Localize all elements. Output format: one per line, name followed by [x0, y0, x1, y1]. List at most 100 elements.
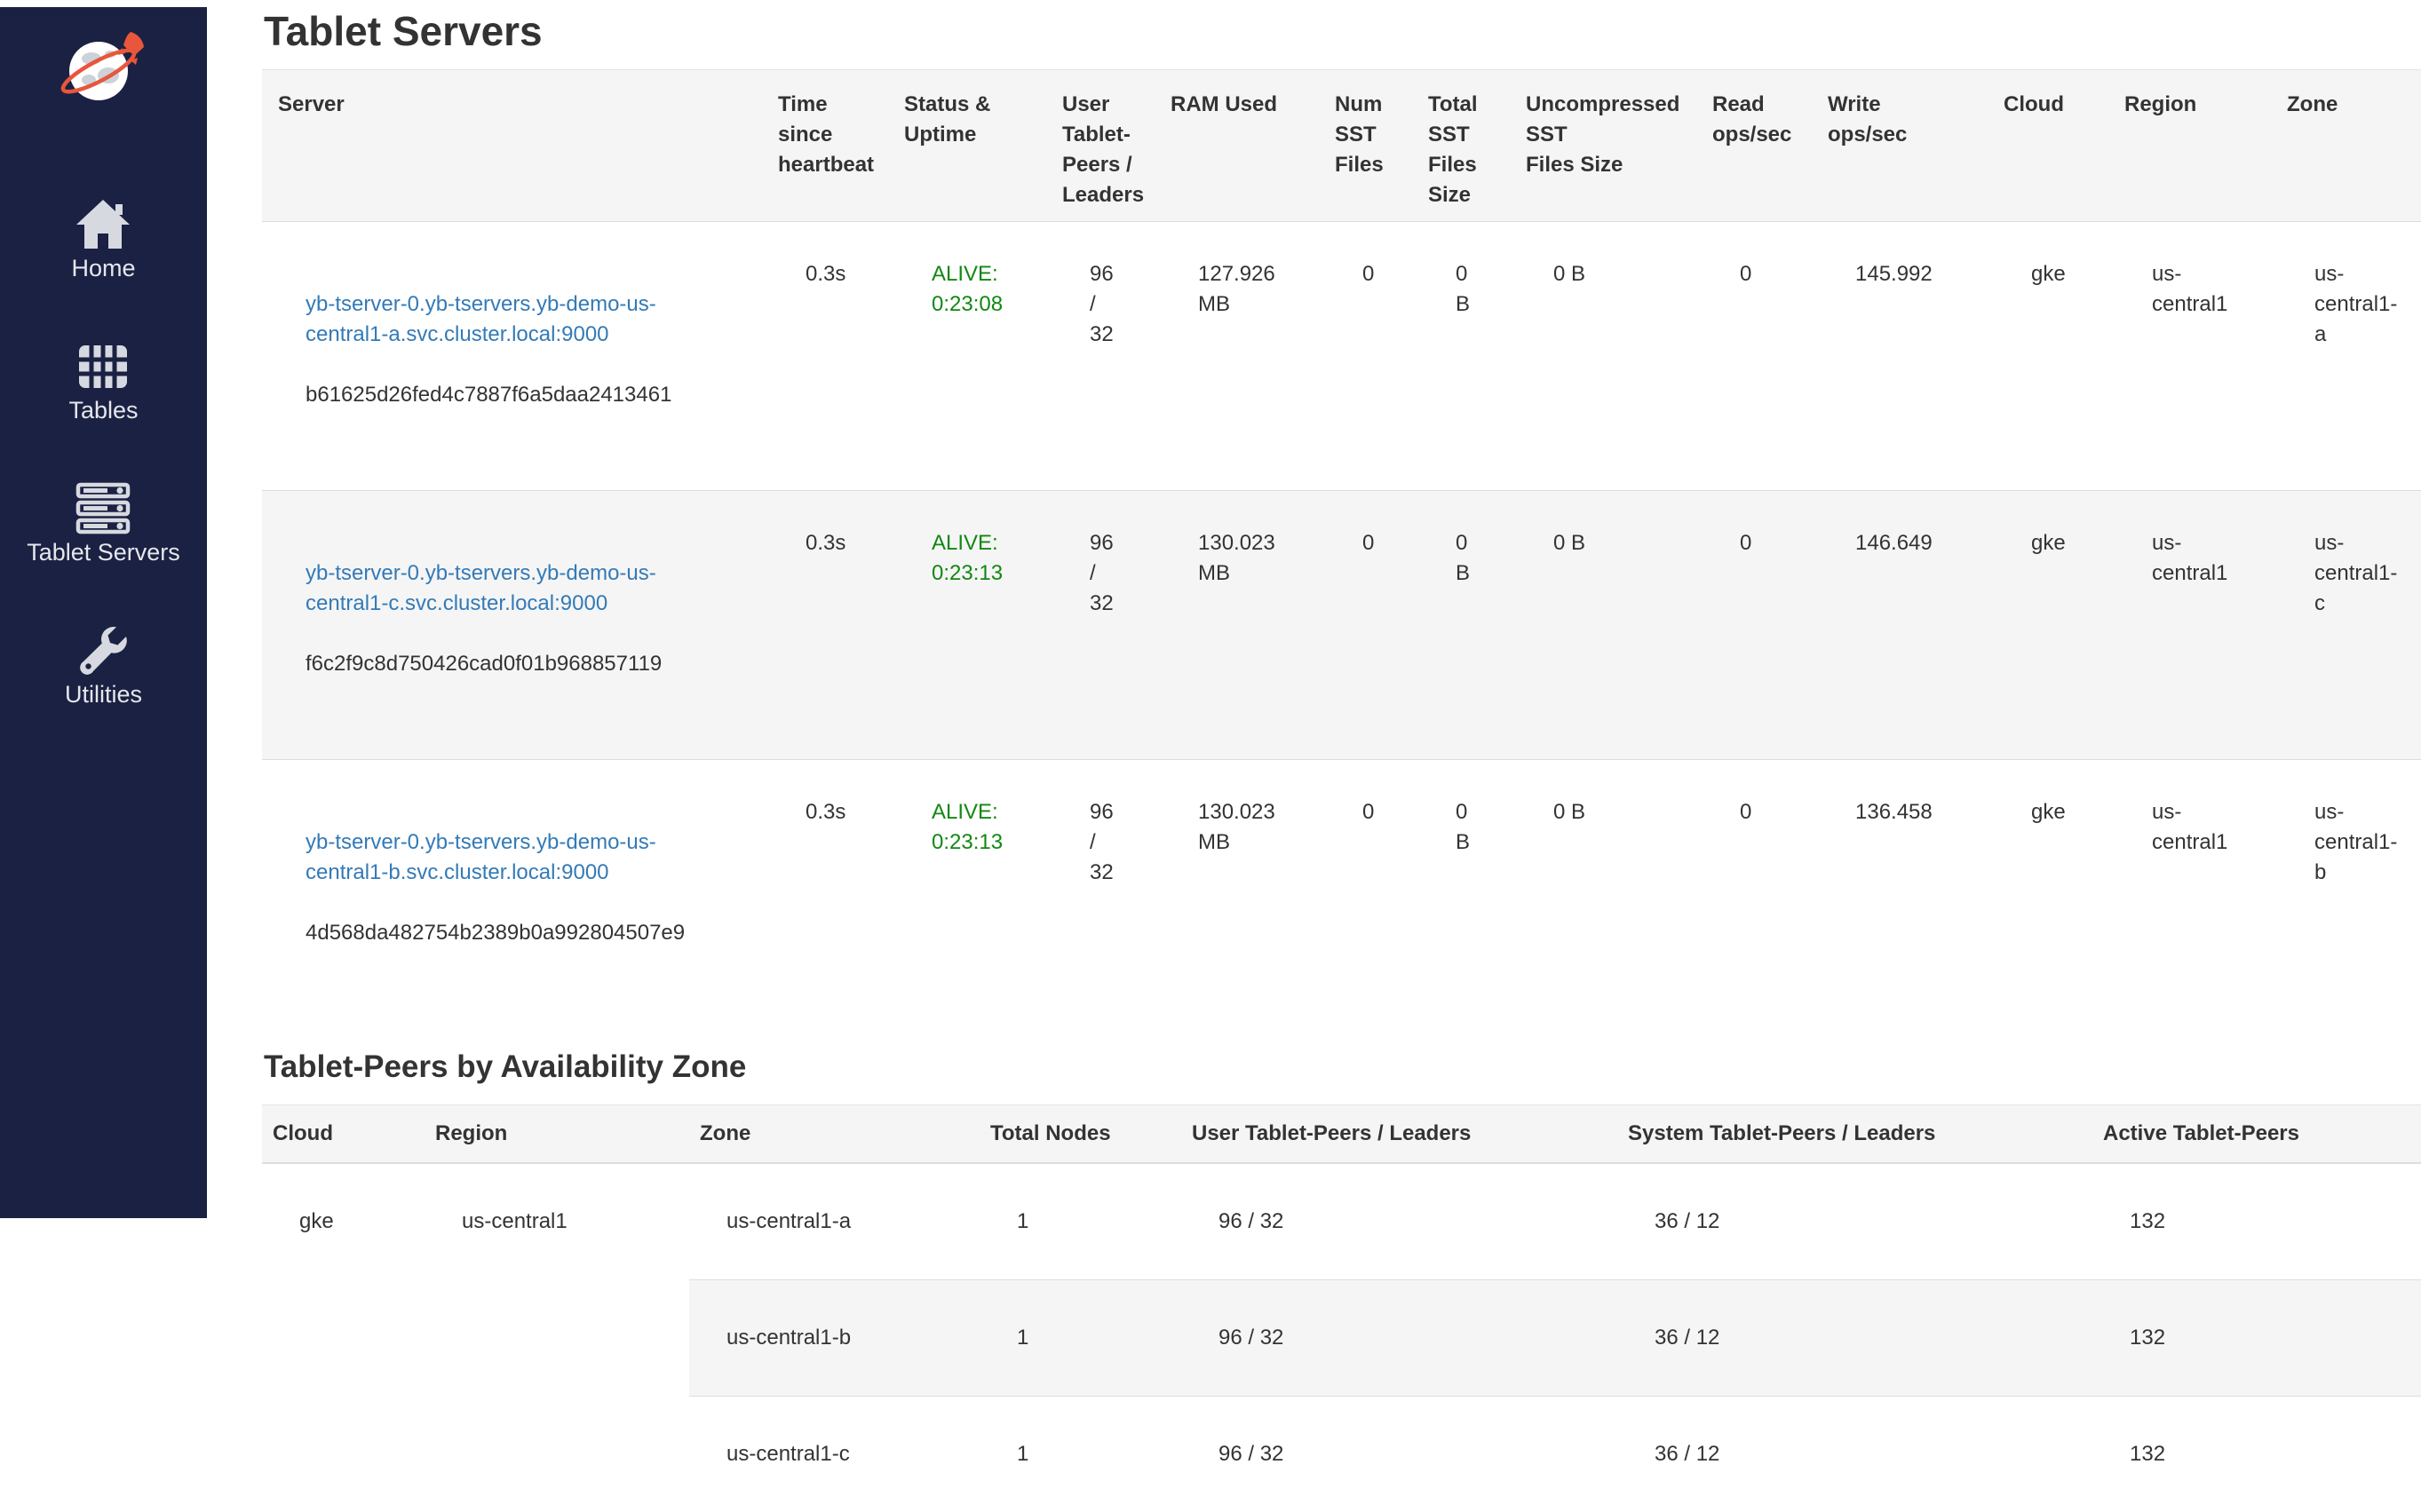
zone-cell: us-central1-a — [689, 1163, 980, 1280]
table-row: yb-tserver-0.yb-tservers.yb-demo-us- cen… — [262, 491, 2421, 760]
num-sst-files-cell: 0 — [1319, 760, 1412, 1029]
table-row: yb-tserver-0.yb-tservers.yb-demo-us- cen… — [262, 222, 2421, 491]
total-nodes-cell: 1 — [980, 1397, 1181, 1512]
system-peers-cell: 36 / 12 — [1617, 1397, 2092, 1512]
zone-cell: us- central1- c — [2271, 491, 2421, 760]
col-user-tablet-peers: User Tablet-Peers / Leaders — [1181, 1105, 1617, 1164]
yugabytedb-logo-icon[interactable] — [60, 28, 148, 108]
server-cell: yb-tserver-0.yb-tservers.yb-demo-us- cen… — [262, 760, 762, 1029]
total-sst-size-cell: 0 B — [1412, 222, 1510, 491]
total-sst-size-cell: 0 B — [1412, 491, 1510, 760]
write-ops-cell: 146.649 — [1812, 491, 1988, 760]
zone-cell: us- central1- b — [2271, 760, 2421, 1029]
zone-cell: us-central1-c — [689, 1397, 980, 1512]
col-system-tablet-peers: System Tablet-Peers / Leaders — [1617, 1105, 2092, 1164]
table-header-row: Server Time since heartbeat Status & Upt… — [262, 70, 2421, 222]
user-peers-cell: 96 / 32 — [1181, 1280, 1617, 1397]
col-read-ops: Read ops/sec — [1696, 70, 1812, 222]
num-sst-files-cell: 0 — [1319, 491, 1412, 760]
sidebar-item-label: Tablet Servers — [27, 539, 180, 566]
status-cell: ALIVE: 0:23:13 — [888, 491, 1046, 760]
utilities-icon — [75, 623, 131, 677]
region-cell: us-central1 — [425, 1163, 689, 1512]
col-active-tablet-peers: Active Tablet-Peers — [2092, 1105, 2421, 1164]
tablet-servers-table: Server Time since heartbeat Status & Upt… — [262, 69, 2421, 1028]
heartbeat-cell: 0.3s — [762, 760, 888, 1029]
active-peers-cell: 132 — [2092, 1163, 2421, 1280]
cloud-cell: gke — [262, 1163, 425, 1512]
region-cell: us- central1 — [2108, 222, 2271, 491]
zone-cell: us-central1-b — [689, 1280, 980, 1397]
region-cell: us- central1 — [2108, 760, 2271, 1029]
sidebar-item-tablet-servers[interactable]: Tablet Servers — [27, 481, 180, 566]
total-nodes-cell: 1 — [980, 1280, 1181, 1397]
sidebar-item-tables[interactable]: Tables — [68, 339, 138, 424]
cloud-cell: gke — [1988, 760, 2108, 1029]
server-uuid: f6c2f9c8d750426cad0f01b968857119 — [306, 649, 753, 679]
server-uuid: 4d568da482754b2389b0a992804507e9 — [306, 918, 753, 948]
tablet-servers-icon — [75, 481, 131, 534]
col-ram-used: RAM Used — [1155, 70, 1319, 222]
col-write-ops: Write ops/sec — [1812, 70, 1988, 222]
sidebar: Home Tables — [0, 7, 207, 1218]
tablet-peers-by-az-table: Cloud Region Zone Total Nodes User Table… — [262, 1104, 2421, 1512]
user-tablet-peers-cell: 96 / 32 — [1046, 222, 1155, 491]
total-sst-size-cell: 0 B — [1412, 760, 1510, 1029]
status-cell: ALIVE: 0:23:13 — [888, 760, 1046, 1029]
col-server: Server — [262, 70, 762, 222]
server-uuid: b61625d26fed4c7887f6a5daa2413461 — [306, 380, 753, 410]
ram-used-cell: 127.926 MB — [1155, 222, 1319, 491]
sidebar-item-label: Home — [71, 255, 135, 282]
col-region: Region — [2108, 70, 2271, 222]
uncompressed-sst-size-cell: 0 B — [1510, 760, 1696, 1029]
server-link[interactable]: yb-tserver-0.yb-tservers.yb-demo-us- cen… — [306, 289, 753, 350]
user-tablet-peers-cell: 96 / 32 — [1046, 491, 1155, 760]
read-ops-cell: 0 — [1696, 491, 1812, 760]
col-status-uptime: Status & Uptime — [888, 70, 1046, 222]
write-ops-cell: 145.992 — [1812, 222, 1988, 491]
col-num-sst-files: Num SST Files — [1319, 70, 1412, 222]
section-title-tablet-peers-by-az: Tablet-Peers by Availability Zone — [264, 1049, 2421, 1085]
sidebar-item-label: Tables — [68, 397, 138, 424]
active-peers-cell: 132 — [2092, 1397, 2421, 1512]
col-cloud: Cloud — [1988, 70, 2108, 222]
server-link[interactable]: yb-tserver-0.yb-tservers.yb-demo-us- cen… — [306, 558, 753, 619]
col-heartbeat: Time since heartbeat — [762, 70, 888, 222]
sidebar-item-utilities[interactable]: Utilities — [65, 623, 142, 709]
user-tablet-peers-cell: 96 / 32 — [1046, 760, 1155, 1029]
sidebar-item-label: Utilities — [65, 681, 142, 709]
cloud-cell: gke — [1988, 491, 2108, 760]
table-row: yb-tserver-0.yb-tservers.yb-demo-us- cen… — [262, 760, 2421, 1029]
home-icon — [75, 197, 131, 250]
user-peers-cell: 96 / 32 — [1181, 1397, 1617, 1512]
server-link[interactable]: yb-tserver-0.yb-tservers.yb-demo-us- cen… — [306, 827, 753, 888]
region-cell: us- central1 — [2108, 491, 2271, 760]
col-total-nodes: Total Nodes — [980, 1105, 1181, 1164]
uncompressed-sst-size-cell: 0 B — [1510, 222, 1696, 491]
active-peers-cell: 132 — [2092, 1280, 2421, 1397]
num-sst-files-cell: 0 — [1319, 222, 1412, 491]
server-cell: yb-tserver-0.yb-tservers.yb-demo-us- cen… — [262, 491, 762, 760]
uncompressed-sst-size-cell: 0 B — [1510, 491, 1696, 760]
page-title: Tablet Servers — [264, 7, 2421, 55]
sidebar-nav: Home Tables — [27, 197, 180, 709]
ram-used-cell: 130.023 MB — [1155, 491, 1319, 760]
zone-cell: us- central1- a — [2271, 222, 2421, 491]
write-ops-cell: 136.458 — [1812, 760, 1988, 1029]
sidebar-item-home[interactable]: Home — [71, 197, 135, 282]
ram-used-cell: 130.023 MB — [1155, 760, 1319, 1029]
col-cloud: Cloud — [262, 1105, 425, 1164]
col-zone: Zone — [2271, 70, 2421, 222]
tables-icon — [75, 339, 131, 392]
col-total-sst-size: Total SST Files Size — [1412, 70, 1510, 222]
status-cell: ALIVE: 0:23:08 — [888, 222, 1046, 491]
col-user-tablet-peers: User Tablet- Peers / Leaders — [1046, 70, 1155, 222]
heartbeat-cell: 0.3s — [762, 491, 888, 760]
read-ops-cell: 0 — [1696, 222, 1812, 491]
user-peers-cell: 96 / 32 — [1181, 1163, 1617, 1280]
total-nodes-cell: 1 — [980, 1163, 1181, 1280]
table-row: gke us-central1 us-central1-a 1 96 / 32 … — [262, 1163, 2421, 1280]
col-region: Region — [425, 1105, 689, 1164]
col-zone: Zone — [689, 1105, 980, 1164]
system-peers-cell: 36 / 12 — [1617, 1163, 2092, 1280]
